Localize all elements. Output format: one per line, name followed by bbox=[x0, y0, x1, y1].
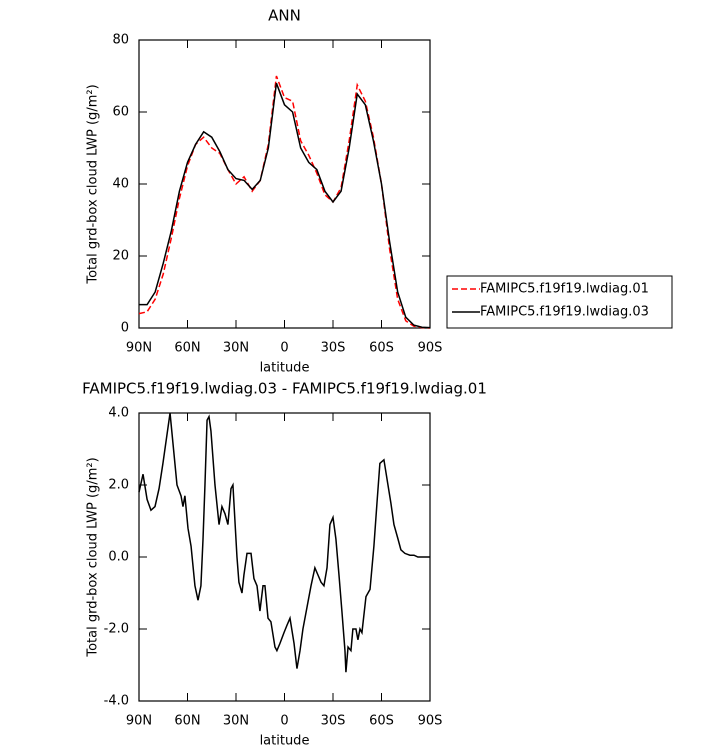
legend-label: FAMIPC5.f19f19.lwdiag.03 bbox=[480, 305, 649, 320]
x-tick-label: 30N bbox=[223, 341, 249, 356]
chart-title: FAMIPC5.f19f19.lwdiag.03 - FAMIPC5.f19f1… bbox=[82, 380, 487, 398]
y-tick-label: 20 bbox=[112, 249, 129, 264]
y-tick-label: 40 bbox=[112, 177, 129, 192]
data-line bbox=[138, 412, 430, 673]
y-tick-label: -2.0 bbox=[104, 622, 129, 637]
y-tick-label: 0.0 bbox=[108, 550, 129, 565]
chart-title: ANN bbox=[268, 7, 301, 25]
x-axis-label: latitude bbox=[260, 361, 310, 376]
x-tick-label: 60N bbox=[174, 714, 200, 729]
y-tick-label: 0 bbox=[121, 321, 129, 336]
y-tick-label: 80 bbox=[112, 33, 129, 48]
y-tick-label: 4.0 bbox=[108, 406, 129, 421]
x-tick-label: 0 bbox=[280, 714, 288, 729]
x-tick-label: 0 bbox=[280, 341, 288, 356]
x-tick-label: 60S bbox=[369, 714, 394, 729]
x-tick-label: 90S bbox=[418, 341, 443, 356]
y-axis-label: Total grd-box cloud LWP (g/m²) bbox=[86, 457, 101, 657]
y-tick-label: -4.0 bbox=[104, 694, 129, 709]
x-tick-label: 90N bbox=[126, 341, 152, 356]
x-tick-label: 60S bbox=[369, 341, 394, 356]
x-tick-label: 30S bbox=[321, 341, 346, 356]
x-tick-label: 90N bbox=[126, 714, 152, 729]
x-tick-label: 60N bbox=[174, 341, 200, 356]
legend-box bbox=[446, 275, 673, 329]
data-line bbox=[138, 75, 431, 329]
y-axis-label: Total grd-box cloud LWP (g/m²) bbox=[86, 84, 101, 284]
x-tick-label: 90S bbox=[418, 714, 443, 729]
legend-label: FAMIPC5.f19f19.lwdiag.01 bbox=[480, 282, 649, 297]
plot-frame bbox=[138, 412, 431, 702]
x-tick-label: 30N bbox=[223, 714, 249, 729]
y-tick-label: 2.0 bbox=[108, 478, 129, 493]
y-tick-label: 60 bbox=[112, 105, 129, 120]
data-line bbox=[139, 82, 431, 329]
x-tick-label: 30S bbox=[321, 714, 346, 729]
x-axis-label: latitude bbox=[260, 734, 310, 749]
plot-frame bbox=[138, 39, 431, 329]
